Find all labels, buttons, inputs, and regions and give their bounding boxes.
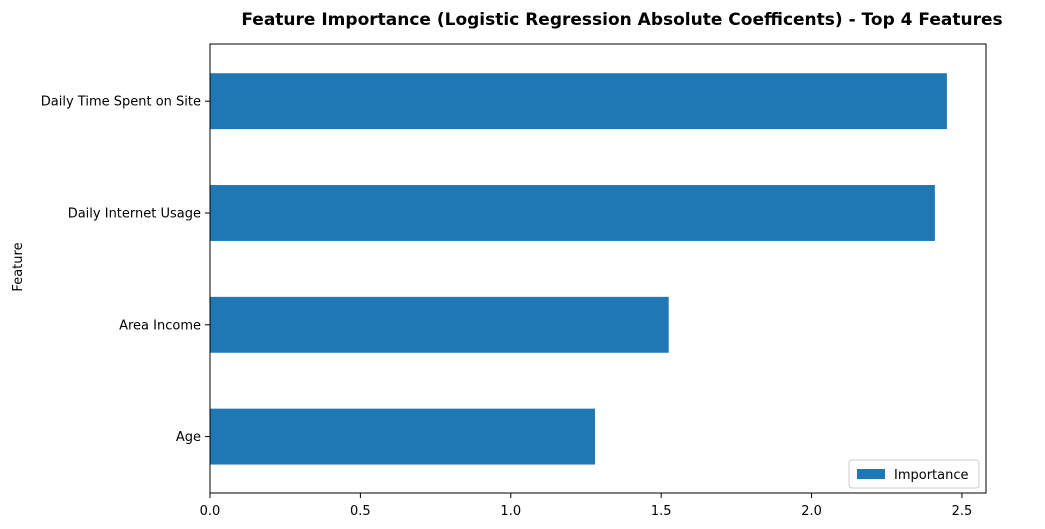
bar-area-income [210,296,669,353]
bars-group [210,73,947,465]
y-ticks-group: Age Area Income Daily Internet Usage Daily … [41,95,210,445]
y-tick-label-daily-time-spent-on-site: Daily Time Spent on Site [41,95,201,110]
plot-frame [209,43,987,494]
legend: Importance [848,459,980,489]
x-tick-label: 2.0 [801,504,822,519]
bar-daily-internet-usage [210,185,935,241]
y-tick-label-age: Age [176,430,201,445]
bar-age [210,408,595,465]
x-tick-label: 0.5 [350,504,371,519]
chart-title: Feature Importance (Logistic Regression … [241,10,1002,30]
bar-daily-time-spent-on-site [210,73,947,130]
legend-swatch-importance [857,469,885,479]
x-tick-label: 0.0 [200,504,221,519]
y-tick-label-area-income: Area Income [119,318,201,333]
legend-label-importance: Importance [894,468,969,483]
x-tick-label: 1.5 [651,504,672,519]
y-tick-label-daily-internet-usage: Daily Internet Usage [68,206,201,221]
x-ticks-group: 0.0 0.5 1.0 1.5 2.0 2.5 [200,493,973,519]
x-tick-label: 2.5 [952,504,973,519]
x-tick-label: 1.0 [500,504,521,519]
legend-box [848,459,980,489]
y-axis-label: Feature [11,242,26,291]
